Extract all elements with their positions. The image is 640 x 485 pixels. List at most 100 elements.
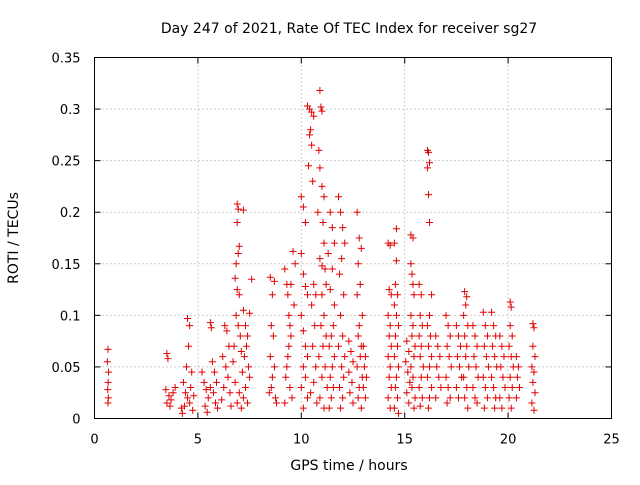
data-point-marker — [337, 311, 345, 319]
data-point-marker — [385, 332, 393, 340]
data-point-marker — [218, 396, 226, 404]
data-point-marker — [285, 311, 293, 319]
data-point-marker — [462, 301, 470, 309]
data-point-marker — [507, 303, 515, 311]
data-point-marker — [272, 399, 280, 407]
data-point-marker — [346, 389, 354, 397]
data-point-marker — [491, 353, 499, 361]
data-point-marker — [409, 322, 417, 330]
data-point-marker — [202, 386, 210, 394]
x-tick-label: 20 — [500, 433, 517, 448]
data-point-marker — [505, 342, 513, 350]
data-point-marker — [406, 378, 414, 386]
data-point-marker — [461, 394, 469, 402]
y-tick-label: 0.3 — [60, 103, 81, 118]
data-point-marker — [265, 389, 273, 397]
data-point-marker — [409, 234, 417, 242]
data-point-marker — [318, 373, 326, 381]
data-point-marker — [432, 394, 440, 402]
plot-frame — [94, 57, 612, 419]
y-tick-label: 0.25 — [52, 155, 81, 170]
data-point-marker — [245, 363, 253, 371]
data-point-marker — [104, 378, 112, 386]
data-point-marker — [415, 280, 423, 288]
data-point-marker — [357, 404, 365, 412]
data-point-marker — [507, 404, 515, 412]
data-point-marker — [304, 394, 312, 402]
data-point-marker — [353, 363, 361, 371]
data-point-marker — [407, 260, 415, 268]
data-point-marker — [506, 373, 514, 381]
data-point-marker — [506, 298, 514, 306]
data-point-marker — [184, 394, 192, 402]
data-point-marker — [410, 404, 418, 412]
data-point-marker — [220, 384, 228, 392]
data-point-marker — [461, 332, 469, 340]
data-point-marker — [316, 394, 324, 402]
data-point-marker — [528, 363, 536, 371]
data-point-marker — [358, 311, 366, 319]
data-point-marker — [244, 332, 252, 340]
data-point-marker — [490, 322, 498, 330]
data-point-marker — [497, 363, 505, 371]
data-point-marker — [472, 363, 480, 371]
data-point-marker — [169, 389, 177, 397]
data-point-marker — [290, 301, 298, 309]
data-point-marker — [233, 286, 241, 294]
data-point-marker — [444, 322, 452, 330]
data-point-marker — [460, 311, 468, 319]
data-point-marker — [426, 219, 434, 227]
data-point-marker — [314, 208, 322, 216]
data-point-marker — [236, 332, 244, 340]
data-point-marker — [246, 373, 254, 381]
data-point-marker — [531, 389, 539, 397]
data-point-marker — [319, 342, 327, 350]
data-point-marker — [237, 347, 245, 355]
data-point-marker — [268, 291, 276, 299]
data-point-marker — [423, 373, 431, 381]
data-point-marker — [267, 384, 275, 392]
data-point-marker — [353, 291, 361, 299]
data-point-marker — [416, 402, 424, 410]
data-point-marker — [529, 342, 537, 350]
data-point-marker — [104, 345, 112, 353]
data-point-marker — [454, 332, 462, 340]
data-point-marker — [390, 404, 398, 412]
data-point-marker — [188, 368, 196, 376]
data-point-marker — [385, 286, 393, 294]
data-point-marker — [162, 386, 170, 394]
data-point-marker — [501, 384, 509, 392]
x-tick-label: 15 — [396, 433, 413, 448]
data-point-marker — [361, 353, 369, 361]
data-point-marker — [317, 322, 325, 330]
data-point-marker — [498, 404, 506, 412]
data-point-marker — [319, 219, 327, 227]
data-point-marker — [428, 384, 436, 392]
data-point-marker — [239, 306, 247, 314]
data-point-marker — [488, 373, 496, 381]
data-point-marker — [452, 322, 460, 330]
data-point-marker — [393, 291, 401, 299]
data-point-marker — [171, 384, 179, 392]
data-point-marker — [408, 384, 416, 392]
data-point-marker — [237, 404, 245, 412]
data-point-marker — [531, 353, 539, 361]
data-point-marker — [104, 399, 112, 407]
data-point-marker — [246, 309, 254, 317]
data-point-marker — [361, 394, 369, 402]
data-point-marker — [506, 322, 514, 330]
data-point-marker — [428, 353, 436, 361]
data-point-marker — [349, 358, 357, 366]
x-tick-label: 5 — [194, 433, 202, 448]
data-point-marker — [338, 363, 346, 371]
data-point-marker — [326, 373, 334, 381]
data-point-marker — [341, 353, 349, 361]
y-tick-label: 0.35 — [52, 52, 81, 67]
data-point-marker — [353, 208, 361, 216]
data-point-marker — [308, 108, 316, 116]
data-point-marker — [434, 342, 442, 350]
chart-title: Day 247 of 2021, Rate Of TEC Index for r… — [161, 21, 537, 37]
data-point-marker — [325, 404, 333, 412]
data-point-marker — [409, 280, 417, 288]
